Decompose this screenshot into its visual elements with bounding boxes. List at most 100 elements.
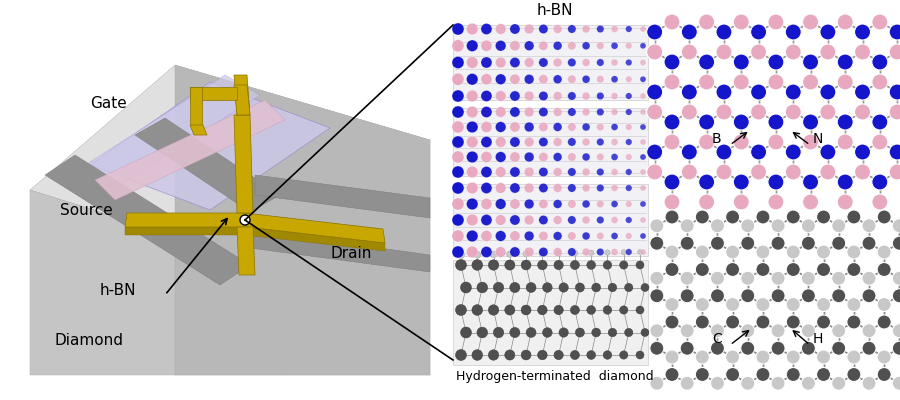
Circle shape — [816, 315, 831, 329]
Circle shape — [568, 92, 576, 100]
Circle shape — [461, 327, 472, 338]
Circle shape — [716, 164, 732, 180]
Circle shape — [597, 216, 604, 224]
Circle shape — [680, 271, 694, 285]
Circle shape — [680, 341, 694, 355]
Circle shape — [837, 194, 853, 210]
Circle shape — [555, 250, 562, 256]
Circle shape — [768, 134, 784, 150]
Circle shape — [525, 74, 534, 84]
Circle shape — [509, 137, 520, 147]
Circle shape — [489, 260, 499, 270]
Circle shape — [801, 236, 815, 250]
Circle shape — [665, 315, 679, 329]
Circle shape — [787, 315, 800, 329]
Circle shape — [756, 368, 770, 382]
Circle shape — [466, 23, 478, 35]
Circle shape — [495, 122, 506, 132]
Circle shape — [495, 152, 506, 162]
Circle shape — [525, 122, 534, 132]
Circle shape — [680, 219, 694, 233]
Circle shape — [832, 289, 846, 303]
Circle shape — [665, 350, 679, 364]
Circle shape — [466, 151, 478, 163]
Circle shape — [878, 315, 891, 329]
Circle shape — [785, 104, 801, 120]
Circle shape — [597, 123, 604, 131]
Circle shape — [696, 245, 709, 259]
Circle shape — [509, 152, 520, 162]
Circle shape — [592, 328, 600, 337]
Circle shape — [710, 376, 724, 390]
Circle shape — [734, 114, 750, 130]
Circle shape — [582, 58, 590, 66]
Circle shape — [820, 24, 836, 40]
Circle shape — [854, 24, 870, 40]
Circle shape — [554, 184, 562, 192]
Bar — [453, 260, 648, 365]
Circle shape — [481, 152, 492, 162]
Circle shape — [741, 289, 755, 303]
Circle shape — [568, 184, 576, 192]
Circle shape — [539, 75, 548, 84]
Circle shape — [626, 93, 632, 99]
Circle shape — [452, 23, 464, 35]
Circle shape — [493, 282, 504, 293]
Circle shape — [771, 271, 785, 285]
Circle shape — [619, 261, 628, 269]
Circle shape — [466, 90, 478, 102]
Circle shape — [568, 58, 576, 67]
Circle shape — [481, 24, 492, 34]
Circle shape — [803, 174, 819, 190]
Circle shape — [495, 231, 506, 241]
Circle shape — [509, 122, 520, 132]
Circle shape — [452, 106, 464, 118]
Circle shape — [554, 260, 563, 270]
Circle shape — [611, 124, 618, 130]
Circle shape — [647, 24, 662, 40]
Circle shape — [725, 262, 740, 276]
Circle shape — [741, 376, 755, 390]
Circle shape — [568, 108, 576, 116]
Circle shape — [554, 25, 562, 33]
Circle shape — [664, 194, 680, 210]
Circle shape — [862, 376, 876, 390]
Circle shape — [608, 328, 617, 337]
Circle shape — [452, 151, 464, 163]
Circle shape — [526, 328, 536, 338]
Circle shape — [640, 154, 646, 160]
Circle shape — [539, 58, 548, 67]
Circle shape — [495, 57, 506, 68]
Text: C: C — [712, 332, 722, 346]
Circle shape — [680, 324, 694, 338]
Polygon shape — [95, 100, 285, 200]
Circle shape — [751, 144, 767, 160]
Circle shape — [803, 54, 819, 70]
Circle shape — [466, 136, 478, 148]
Circle shape — [854, 104, 870, 120]
Circle shape — [626, 76, 632, 82]
Circle shape — [725, 350, 740, 364]
Circle shape — [847, 368, 861, 382]
Polygon shape — [234, 85, 250, 115]
Circle shape — [597, 168, 604, 176]
Circle shape — [664, 174, 680, 190]
Circle shape — [495, 215, 506, 225]
Circle shape — [640, 76, 646, 82]
Circle shape — [820, 84, 836, 100]
Circle shape — [626, 249, 632, 255]
Circle shape — [854, 144, 870, 160]
Circle shape — [481, 214, 492, 226]
Circle shape — [568, 25, 576, 33]
Circle shape — [539, 152, 548, 162]
Circle shape — [509, 58, 520, 68]
Circle shape — [862, 271, 876, 285]
Circle shape — [554, 168, 562, 176]
Circle shape — [597, 248, 604, 256]
Circle shape — [575, 328, 584, 337]
Circle shape — [751, 104, 767, 120]
Circle shape — [741, 341, 755, 355]
Circle shape — [640, 124, 646, 130]
Circle shape — [771, 289, 785, 303]
Circle shape — [592, 283, 600, 292]
